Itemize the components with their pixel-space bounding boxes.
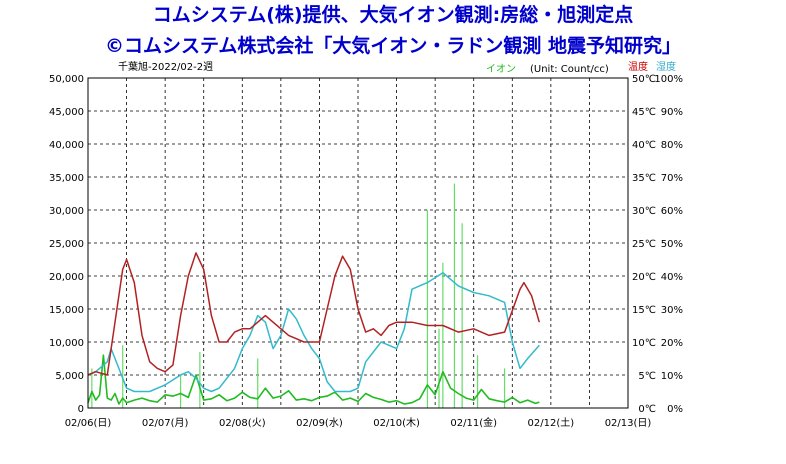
- y-temp-tick-label: 10℃: [632, 338, 656, 349]
- y-left-tick-label: 15,000: [49, 305, 84, 316]
- y-hum-tick-label: 30%: [661, 305, 683, 316]
- x-tick-label: 02/06(日): [65, 418, 112, 429]
- y-temp-tick-label: 20℃: [632, 272, 656, 283]
- unit-label: (Unit: Count/cc): [530, 64, 609, 75]
- x-tick-label: 02/08(火): [219, 417, 266, 429]
- y-hum-tick-label: 50%: [661, 239, 683, 250]
- chart-title: 千葉旭-2022/02-2週: [118, 60, 213, 73]
- series-line-humidity: [87, 271, 540, 393]
- y-left-tick-label: 35,000: [49, 173, 84, 184]
- y-temp-tick-label: 40℃: [632, 140, 656, 151]
- y-left-tick-label: 40,000: [49, 140, 84, 151]
- x-tick-label: 02/10(木): [373, 417, 420, 429]
- x-tick-label: 02/11(金): [450, 416, 497, 429]
- legend-temperature: 温度: [628, 60, 648, 73]
- y-hum-tick-label: 90%: [661, 107, 683, 118]
- y-left-tick-label: 45,000: [49, 107, 84, 118]
- y-left-tick-label: 50,000: [49, 74, 84, 85]
- y-temp-tick-label: 25℃: [632, 239, 656, 250]
- y-left-tick-label: 10,000: [49, 338, 84, 349]
- y-hum-tick-label: 100%: [654, 74, 683, 85]
- legend-ion: イオン: [486, 63, 516, 75]
- y-left-tick-label: 25,000: [49, 239, 84, 250]
- grid: [88, 78, 628, 408]
- y-hum-tick-label: 40%: [661, 272, 683, 283]
- y-left-tick-label: 5,000: [55, 371, 84, 382]
- y-temp-tick-label: 50℃: [632, 74, 656, 85]
- x-tick-label: 02/07(月): [142, 417, 189, 429]
- legend-humidity: 湿度: [656, 60, 676, 73]
- y-left-tick-label: 0: [78, 404, 84, 415]
- y-temp-tick-label: 30℃: [632, 206, 656, 217]
- series-layer: [87, 183, 541, 408]
- y-hum-tick-label: 60%: [661, 206, 683, 217]
- plot-frame: [87, 77, 629, 409]
- y-temp-tick-label: 45℃: [632, 107, 656, 118]
- series-line-ion: [87, 354, 540, 405]
- axis-labels: 0 5,000 10,000 15,000 20,000 25,000 30,000 35,0…: [49, 74, 683, 429]
- y-temp-tick-label: 5℃: [638, 371, 656, 382]
- y-hum-tick-label: 70%: [661, 173, 683, 184]
- y-hum-tick-label: 20%: [661, 338, 683, 349]
- y-temp-tick-label: 35℃: [632, 173, 656, 184]
- y-left-tick-label: 20,000: [49, 272, 84, 283]
- y-hum-tick-label: 0%: [667, 404, 683, 415]
- y-temp-tick-label: 15℃: [632, 305, 656, 316]
- title-line-2: ©コムシステム株式会社「大気イオン・ラドン観測 地震予知研究」: [104, 35, 682, 57]
- y-hum-tick-label: 10%: [661, 371, 683, 382]
- y-temp-tick-label: 0℃: [638, 404, 656, 415]
- y-left-tick-label: 30,000: [49, 206, 84, 217]
- x-tick-label: 02/12(土): [528, 416, 575, 429]
- title-line-1: コムシステム(株)提供、大気イオン観測:房総・旭測定点: [152, 4, 634, 26]
- y-hum-tick-label: 80%: [661, 140, 683, 151]
- series-line-temperature: [87, 252, 541, 376]
- x-tick-label: 02/13(日): [605, 418, 652, 429]
- x-tick-label: 02/09(水): [296, 417, 343, 429]
